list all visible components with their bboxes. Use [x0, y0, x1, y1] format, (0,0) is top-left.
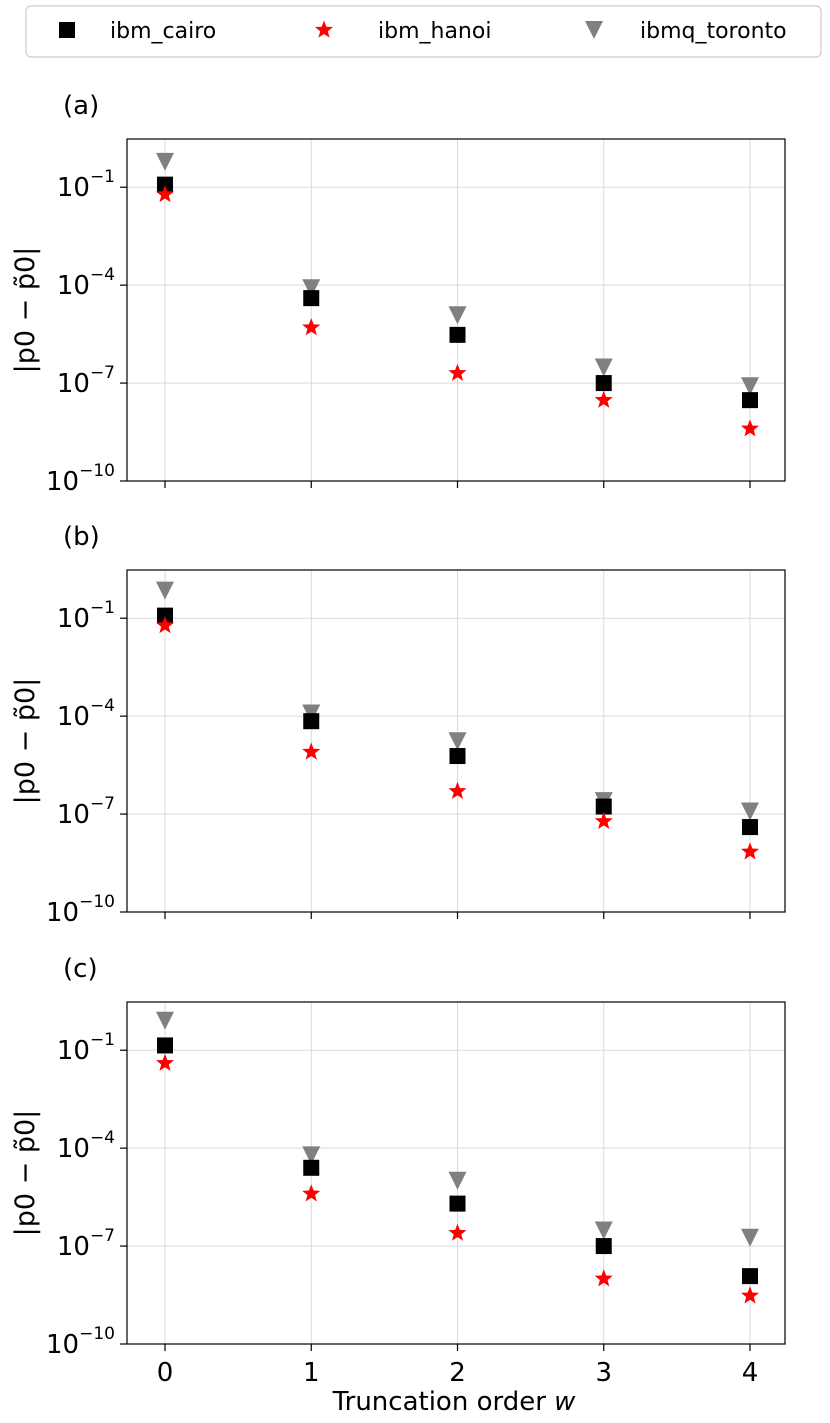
data-point-ibm-cairo — [595, 375, 612, 392]
panel--a-: 10−1 10−4 10−7 10−10 (a) |p0 − p̃0| — [10, 91, 786, 497]
series-ibm-hanoi — [155, 615, 760, 860]
data-point-ibm-hanoi — [740, 1286, 760, 1304]
series-ibmq-toronto — [156, 152, 759, 396]
series-ibmq-toronto — [156, 1011, 759, 1247]
data-point-ibm-cairo — [157, 1037, 173, 1054]
series-ibm-hanoi — [155, 1053, 760, 1304]
y-tick-label: 10−7 — [57, 1226, 115, 1262]
x-tick-label: 3 — [595, 1358, 612, 1388]
panel-label: (b) — [63, 522, 100, 552]
data-point-ibm-hanoi — [155, 615, 175, 634]
y-tick-label: 10−1 — [57, 167, 115, 203]
data-point-ibmq-toronto — [302, 1146, 321, 1165]
data-point-ibm-cairo — [742, 819, 758, 836]
legend-label: ibm_cairo — [110, 19, 216, 44]
panel-label: (c) — [63, 954, 98, 984]
legend-label: ibmq_toronto — [640, 19, 787, 44]
series-ibm-cairo — [157, 607, 758, 836]
data-point-ibm-cairo — [303, 1159, 320, 1176]
x-axis-title-var: w — [554, 1387, 576, 1417]
y-tick-label: 10−1 — [57, 598, 115, 634]
plot-frame — [126, 138, 786, 482]
data-point-ibmq-toronto — [302, 279, 321, 298]
data-point-ibmq-toronto — [156, 1011, 174, 1030]
legend: ibm_cairo ibm_hanoi ibmq_toronto — [25, 5, 822, 58]
series-ibm-hanoi — [155, 184, 760, 437]
data-point-ibm-hanoi — [302, 318, 321, 336]
data-point-ibm-cairo — [449, 1195, 466, 1212]
legend-item-ibm-cairo: ibm_cairo — [59, 19, 216, 44]
series-ibm-cairo — [157, 176, 758, 409]
data-point-ibm-cairo — [595, 1238, 612, 1255]
data-point-ibm-hanoi — [740, 842, 760, 860]
y-tick-label: 10−1 — [57, 1030, 115, 1066]
data-point-ibmq-toronto — [448, 306, 467, 325]
y-tick-label: 10−7 — [57, 363, 115, 399]
series-ibm-cairo — [157, 1037, 758, 1285]
plot-frame — [126, 569, 786, 913]
data-point-ibm-hanoi — [302, 1184, 321, 1202]
data-point-ibm-hanoi — [594, 811, 613, 829]
y-axis-title: |p0 − p̃0| — [10, 247, 41, 374]
panel--b-: 10−1 10−4 10−7 10−10 (b) |p0 − p̃0| — [10, 522, 786, 928]
legend-item-ibm-hanoi: ibm_hanoi — [314, 19, 491, 44]
data-point-ibm-hanoi — [594, 390, 613, 408]
data-point-ibmq-toronto — [741, 802, 759, 821]
y-axis-title: |p0 − p̃0| — [10, 678, 41, 805]
legend-label: ibm_hanoi — [378, 19, 491, 44]
x-axis-title-text: Truncation order — [332, 1387, 555, 1417]
data-point-ibm-cairo — [303, 713, 320, 730]
data-point-ibmq-toronto — [594, 358, 613, 377]
y-tick-label: 10−7 — [57, 794, 115, 830]
panel--c-: 10−1 10−4 10−7 10−10 0 1 2 3 4 (c) |p0 − p̃0| — [10, 954, 786, 1388]
data-point-ibmq-toronto — [448, 1171, 467, 1190]
plot-frame — [126, 1001, 786, 1345]
data-point-ibm-hanoi — [302, 742, 321, 760]
data-point-ibm-cairo — [742, 392, 758, 409]
data-point-ibmq-toronto — [156, 581, 174, 600]
data-point-ibm-hanoi — [740, 419, 760, 437]
data-point-ibm-hanoi — [155, 1053, 175, 1071]
x-tick-label: 0 — [157, 1358, 174, 1388]
y-tick-label: 10−4 — [57, 1128, 115, 1164]
legend-square-marker — [59, 22, 75, 38]
y-tick-label: 10−10 — [46, 1324, 115, 1360]
y-tick-label: 10−4 — [57, 696, 115, 732]
y-tick-label: 10−4 — [57, 265, 115, 301]
data-point-ibm-cairo — [303, 290, 320, 307]
data-point-ibm-cairo — [157, 176, 173, 193]
x-tick-label: 2 — [449, 1358, 466, 1388]
data-point-ibmq-toronto — [741, 377, 759, 396]
data-point-ibm-hanoi — [155, 184, 175, 203]
legend-star-marker — [314, 20, 334, 38]
data-point-ibm-cairo — [449, 326, 466, 343]
data-point-ibm-hanoi — [594, 1269, 613, 1287]
legend-frame — [25, 5, 822, 58]
legend-triangle-down-marker — [585, 21, 603, 39]
legend-item-ibmq-toronto: ibmq_toronto — [585, 19, 787, 44]
data-point-ibm-cairo — [742, 1268, 758, 1285]
y-axis-title: |p0 − p̃0| — [10, 1110, 41, 1237]
y-tick-label: 10−10 — [46, 892, 115, 928]
data-point-ibm-hanoi — [448, 781, 467, 799]
y-tick-label: 10−10 — [46, 461, 115, 497]
data-point-ibm-cairo — [595, 798, 612, 815]
data-point-ibm-cairo — [157, 607, 173, 624]
x-tick-label: 1 — [303, 1358, 320, 1388]
data-point-ibmq-toronto — [741, 1228, 759, 1247]
x-tick-label: 4 — [742, 1358, 759, 1388]
data-point-ibmq-toronto — [156, 152, 174, 171]
data-point-ibm-hanoi — [448, 363, 467, 381]
x-axis-title: Truncation order w — [332, 1387, 577, 1417]
data-point-ibm-hanoi — [448, 1223, 467, 1241]
data-point-ibmq-toronto — [448, 732, 467, 751]
panel-label: (a) — [63, 91, 99, 121]
data-point-ibmq-toronto — [594, 1221, 613, 1240]
data-point-ibm-cairo — [449, 748, 466, 765]
